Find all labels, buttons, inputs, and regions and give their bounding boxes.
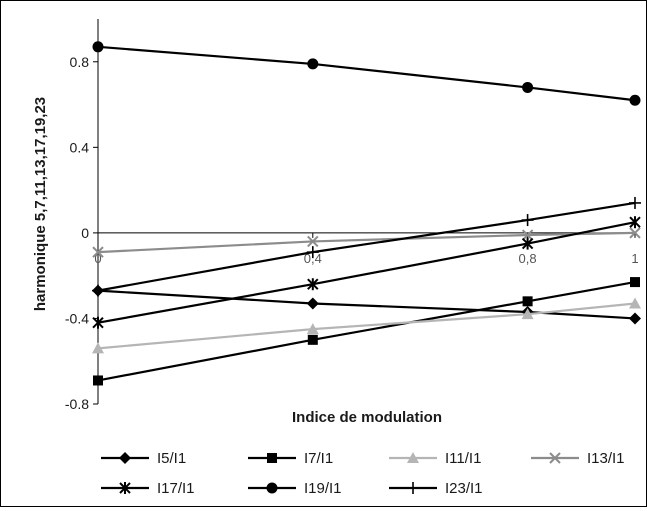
legend-marker xyxy=(266,482,278,494)
x-axis-label: Indice de modulation xyxy=(292,409,442,426)
data-point-i19-i1 xyxy=(522,81,534,93)
data-point-i11-i1 xyxy=(521,308,534,320)
series-line-i17-i1 xyxy=(97,221,636,324)
legend-marker xyxy=(119,482,131,494)
legend-entry-i7-i1: I7/I1 xyxy=(248,450,333,467)
legend-entry-i5-i1: I5/I1 xyxy=(101,450,186,467)
legend-label: I11/I1 xyxy=(445,450,481,467)
y-tick-label: -0.4 xyxy=(65,310,89,326)
data-point-i17-i1 xyxy=(92,316,104,329)
legend-label: I19/I1 xyxy=(304,480,342,497)
series-line-i5-i1 xyxy=(97,289,636,320)
legend-label: I23/I1 xyxy=(445,480,483,497)
data-point-i17-i1 xyxy=(521,237,534,250)
data-point-i5-i1 xyxy=(306,297,319,310)
data-point-i13-i1 xyxy=(307,235,319,248)
y-tick-label: 0.8 xyxy=(70,54,90,70)
data-point-i23-i1 xyxy=(521,214,534,227)
series-line-i19-i1 xyxy=(97,45,636,102)
data-point-i13-i1 xyxy=(629,227,641,239)
series-line-i23-i1 xyxy=(97,201,636,292)
legend-label: I13/I1 xyxy=(587,450,625,467)
legend-label: I7/I1 xyxy=(304,450,333,467)
data-point-i7-i1 xyxy=(630,277,640,288)
data-point-i19-i1 xyxy=(307,58,319,70)
x-tick-label: 0,4 xyxy=(304,251,322,266)
legend-entry-i19-i1: I19/I1 xyxy=(248,480,342,497)
data-point-i13-i1 xyxy=(92,246,104,258)
data-point-i7-i1 xyxy=(93,375,103,386)
y-tick-label: -0.8 xyxy=(65,396,89,412)
data-point-i23-i1 xyxy=(306,246,319,259)
series-line-i13-i1 xyxy=(97,231,636,254)
data-point-i5-i1 xyxy=(629,312,641,325)
y-axis-label: harmonique 5,7,11,13,17,19,23 xyxy=(32,97,49,311)
data-point-i13-i1 xyxy=(521,229,534,241)
legend-entry-i13-i1: I13/I1 xyxy=(531,450,625,467)
y-tick-label: 0 xyxy=(81,225,89,241)
data-point-i23-i1 xyxy=(629,196,641,209)
legend: I5/I1 I7/I1 I11/I1 I13/I1 I17/I1 I19/I1 I23/I1 xyxy=(101,450,625,497)
data-point-i11-i1 xyxy=(629,297,641,309)
legend-entry-i23-i1: I23/I1 xyxy=(389,480,483,497)
plot-area: -0.8 -0.4 0 0.4 0.8 0 0,4 0,8 1 xyxy=(65,19,641,412)
series-line-i11-i1 xyxy=(97,302,636,350)
data-point-i19-i1 xyxy=(92,41,104,53)
data-point-i17-i1 xyxy=(307,278,319,291)
legend-marker xyxy=(407,482,419,494)
legend-marker xyxy=(407,452,419,463)
legend-entry-i11-i1: I11/I1 xyxy=(389,450,481,467)
data-point-i11-i1 xyxy=(92,342,104,354)
data-point-i17-i1 xyxy=(629,216,641,229)
data-point-i7-i1 xyxy=(307,334,318,345)
y-tick-label: 0.4 xyxy=(70,139,90,155)
data-point-i7-i1 xyxy=(522,296,533,307)
legend-marker xyxy=(267,453,277,463)
legend-marker xyxy=(549,452,561,464)
legend-marker xyxy=(119,452,131,464)
x-tick-label: 1 xyxy=(631,251,638,266)
x-tick-label: 0,8 xyxy=(519,251,537,266)
data-point-i11-i1 xyxy=(306,323,319,335)
x-tick-label: 0 xyxy=(94,251,101,266)
series-line-i7-i1 xyxy=(97,281,636,382)
legend-label: I5/I1 xyxy=(157,450,186,467)
data-point-i23-i1 xyxy=(92,284,104,297)
legend-entry-i17-i1: I17/I1 xyxy=(101,480,195,497)
legend-label: I17/I1 xyxy=(157,480,195,497)
data-point-i19-i1 xyxy=(629,94,641,106)
